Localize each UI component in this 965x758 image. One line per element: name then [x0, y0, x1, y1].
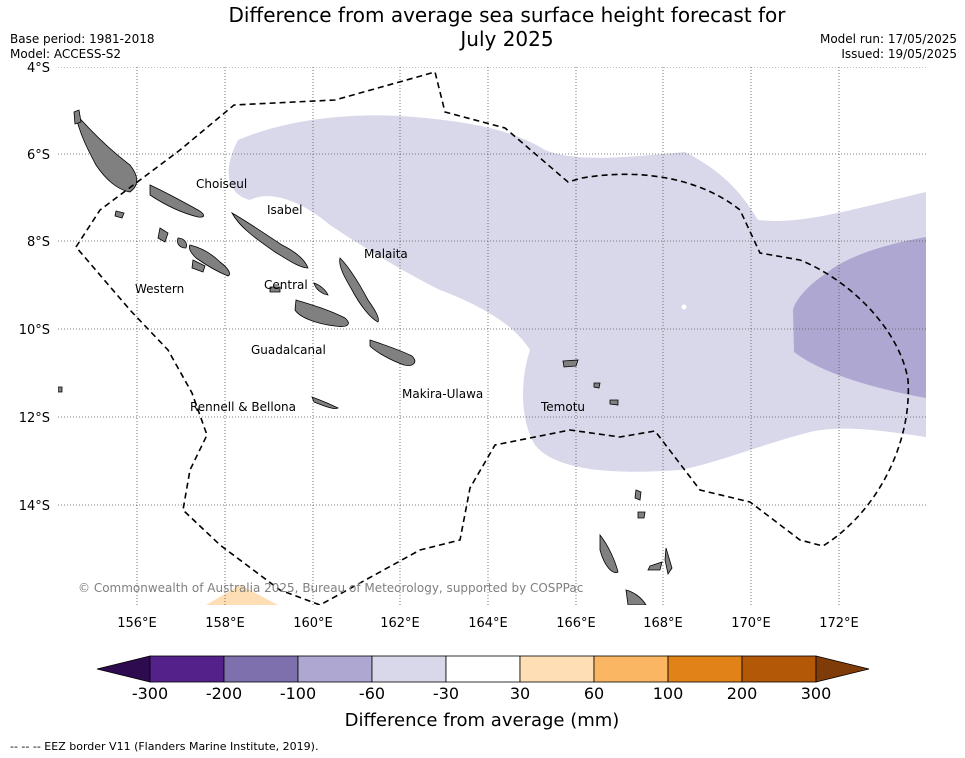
- colorbar-tick: 60: [584, 684, 604, 703]
- colorbar-extend-low: [96, 655, 151, 683]
- colorbar-tick: -300: [132, 684, 168, 703]
- region-label-isabel: Isabel: [267, 203, 302, 217]
- lon-label-160e: 160°E: [293, 616, 333, 631]
- colorbar: -300 -200 -100 -60 -30 30 60 100 200 300…: [96, 655, 870, 731]
- island-reef: [593, 382, 601, 389]
- island-vella: [157, 227, 169, 243]
- lat-label-8s: 8°S: [27, 235, 50, 250]
- colorbar-tick: 200: [727, 684, 758, 703]
- colorbar-tick: -200: [206, 684, 242, 703]
- island-rendova: [191, 259, 206, 273]
- meta-right: Model run: 17/05/2025 Issued: 19/05/2025: [820, 32, 957, 62]
- lon-label-170e: 170°E: [731, 616, 771, 631]
- island-vanuatu-maewo: [664, 547, 673, 576]
- region-label-guadalcanal: Guadalcanal: [251, 343, 326, 357]
- island-new-georgia: [188, 244, 230, 277]
- region-label-central: Central: [264, 278, 308, 292]
- island-florida: [313, 282, 329, 296]
- island-vanuatu-ambae: [647, 561, 663, 571]
- colorbar-segment-3: [297, 655, 373, 683]
- page-title: Difference from average sea surface heig…: [180, 3, 834, 51]
- eez-solomon-islands: [75, 71, 910, 605]
- island-makira: [369, 339, 416, 366]
- lon-label-162e: 162°E: [380, 616, 420, 631]
- lat-label-10s: 10°S: [19, 323, 50, 338]
- colorbar-tick: -30: [433, 684, 459, 703]
- island-torres: [634, 489, 642, 501]
- anomaly-speck: [681, 304, 687, 310]
- colorbar-tick: -100: [280, 684, 316, 703]
- region-label-choiseul: Choiseul: [196, 177, 247, 191]
- islands: [58, 109, 673, 605]
- lon-label-168e: 168°E: [643, 616, 683, 631]
- meta-left: Base period: 1981-2018 Model: ACCESS-S2: [10, 32, 155, 62]
- region-label-western: Western: [135, 282, 184, 296]
- anomaly-zone-light: [228, 115, 926, 472]
- colorbar-label: Difference from average (mm): [345, 710, 620, 731]
- anomaly-zone-strong: [793, 237, 926, 398]
- island-nendo: [562, 359, 579, 368]
- lat-label-12s: 12°S: [19, 411, 50, 426]
- longitude-axis: 156°E 158°E 160°E 162°E 164°E 166°E 168°…: [117, 616, 859, 631]
- colorbar-segment-4: [371, 655, 447, 683]
- colorbar-extend-high: [815, 655, 870, 683]
- lon-label-164e: 164°E: [468, 616, 508, 631]
- colorbar-segment-1: [149, 655, 225, 683]
- colorbar-segment-6: [519, 655, 595, 683]
- colorbar-segment-9: [741, 655, 817, 683]
- island-russell: [269, 286, 281, 293]
- copyright-notice: © Commonwealth of Australia 2025, Bureau…: [78, 581, 583, 595]
- island-vanuatu-malakula: [625, 589, 647, 605]
- island-choiseul-east: [149, 184, 205, 218]
- island-kolombangara: [177, 237, 187, 249]
- anomaly-zone-positive: [206, 585, 278, 605]
- island-utupua: [609, 399, 619, 406]
- island-shortland: [114, 210, 125, 219]
- latitude-axis: 4°S 6°S 8°S 10°S 12°S 14°S: [19, 61, 50, 514]
- island-choiseul-land: [74, 112, 138, 193]
- island-banks: [637, 511, 646, 519]
- island-rennell: [311, 396, 339, 409]
- colorbar-tick: -60: [359, 684, 385, 703]
- island-isabel: [231, 211, 309, 269]
- colorbar-tick: 30: [510, 684, 530, 703]
- lat-label-4s: 4°S: [27, 61, 50, 76]
- region-label-rennell-bellona: Rennell & Bellona: [190, 400, 296, 414]
- gridlines: [58, 67, 926, 605]
- lat-label-14s: 14°S: [19, 499, 50, 514]
- eez-legend-note: -- -- -- EEZ border V11 (Flanders Marine…: [10, 740, 319, 753]
- island-west-edge: [58, 386, 63, 393]
- map-area: Choiseul Isabel Malaita Western Central …: [58, 67, 926, 605]
- title-line-2: July 2025: [460, 27, 554, 51]
- lon-label-172e: 172°E: [819, 616, 859, 631]
- region-label-malaita: Malaita: [364, 247, 408, 261]
- island-malaita: [339, 257, 379, 323]
- lat-label-6s: 6°S: [27, 148, 50, 163]
- lon-label-166e: 166°E: [556, 616, 596, 631]
- island-vanuatu-north: [599, 533, 619, 573]
- island-guadalcanal: [294, 299, 349, 327]
- island-north-tip: [73, 109, 82, 125]
- colorbar-segment-7: [593, 655, 669, 683]
- colorbar-segment-8: [667, 655, 743, 683]
- base-period: Base period: 1981-2018: [10, 32, 155, 46]
- title-line-1: Difference from average sea surface heig…: [228, 3, 786, 27]
- colorbar-tick: 100: [653, 684, 684, 703]
- model-name: Model: ACCESS-S2: [10, 47, 122, 61]
- issued-date: Issued: 19/05/2025: [841, 47, 957, 61]
- eez-border: [75, 71, 910, 605]
- region-label-makira-ulawa: Makira-Ulawa: [402, 387, 483, 401]
- colorbar-tick: 300: [801, 684, 832, 703]
- colorbar-segment-2: [223, 655, 299, 683]
- region-label-temotu: Temotu: [540, 400, 585, 414]
- lon-label-156e: 156°E: [117, 616, 157, 631]
- lon-label-158e: 158°E: [205, 616, 245, 631]
- colorbar-segment-5: [445, 655, 521, 683]
- model-run: Model run: 17/05/2025: [819, 32, 957, 46]
